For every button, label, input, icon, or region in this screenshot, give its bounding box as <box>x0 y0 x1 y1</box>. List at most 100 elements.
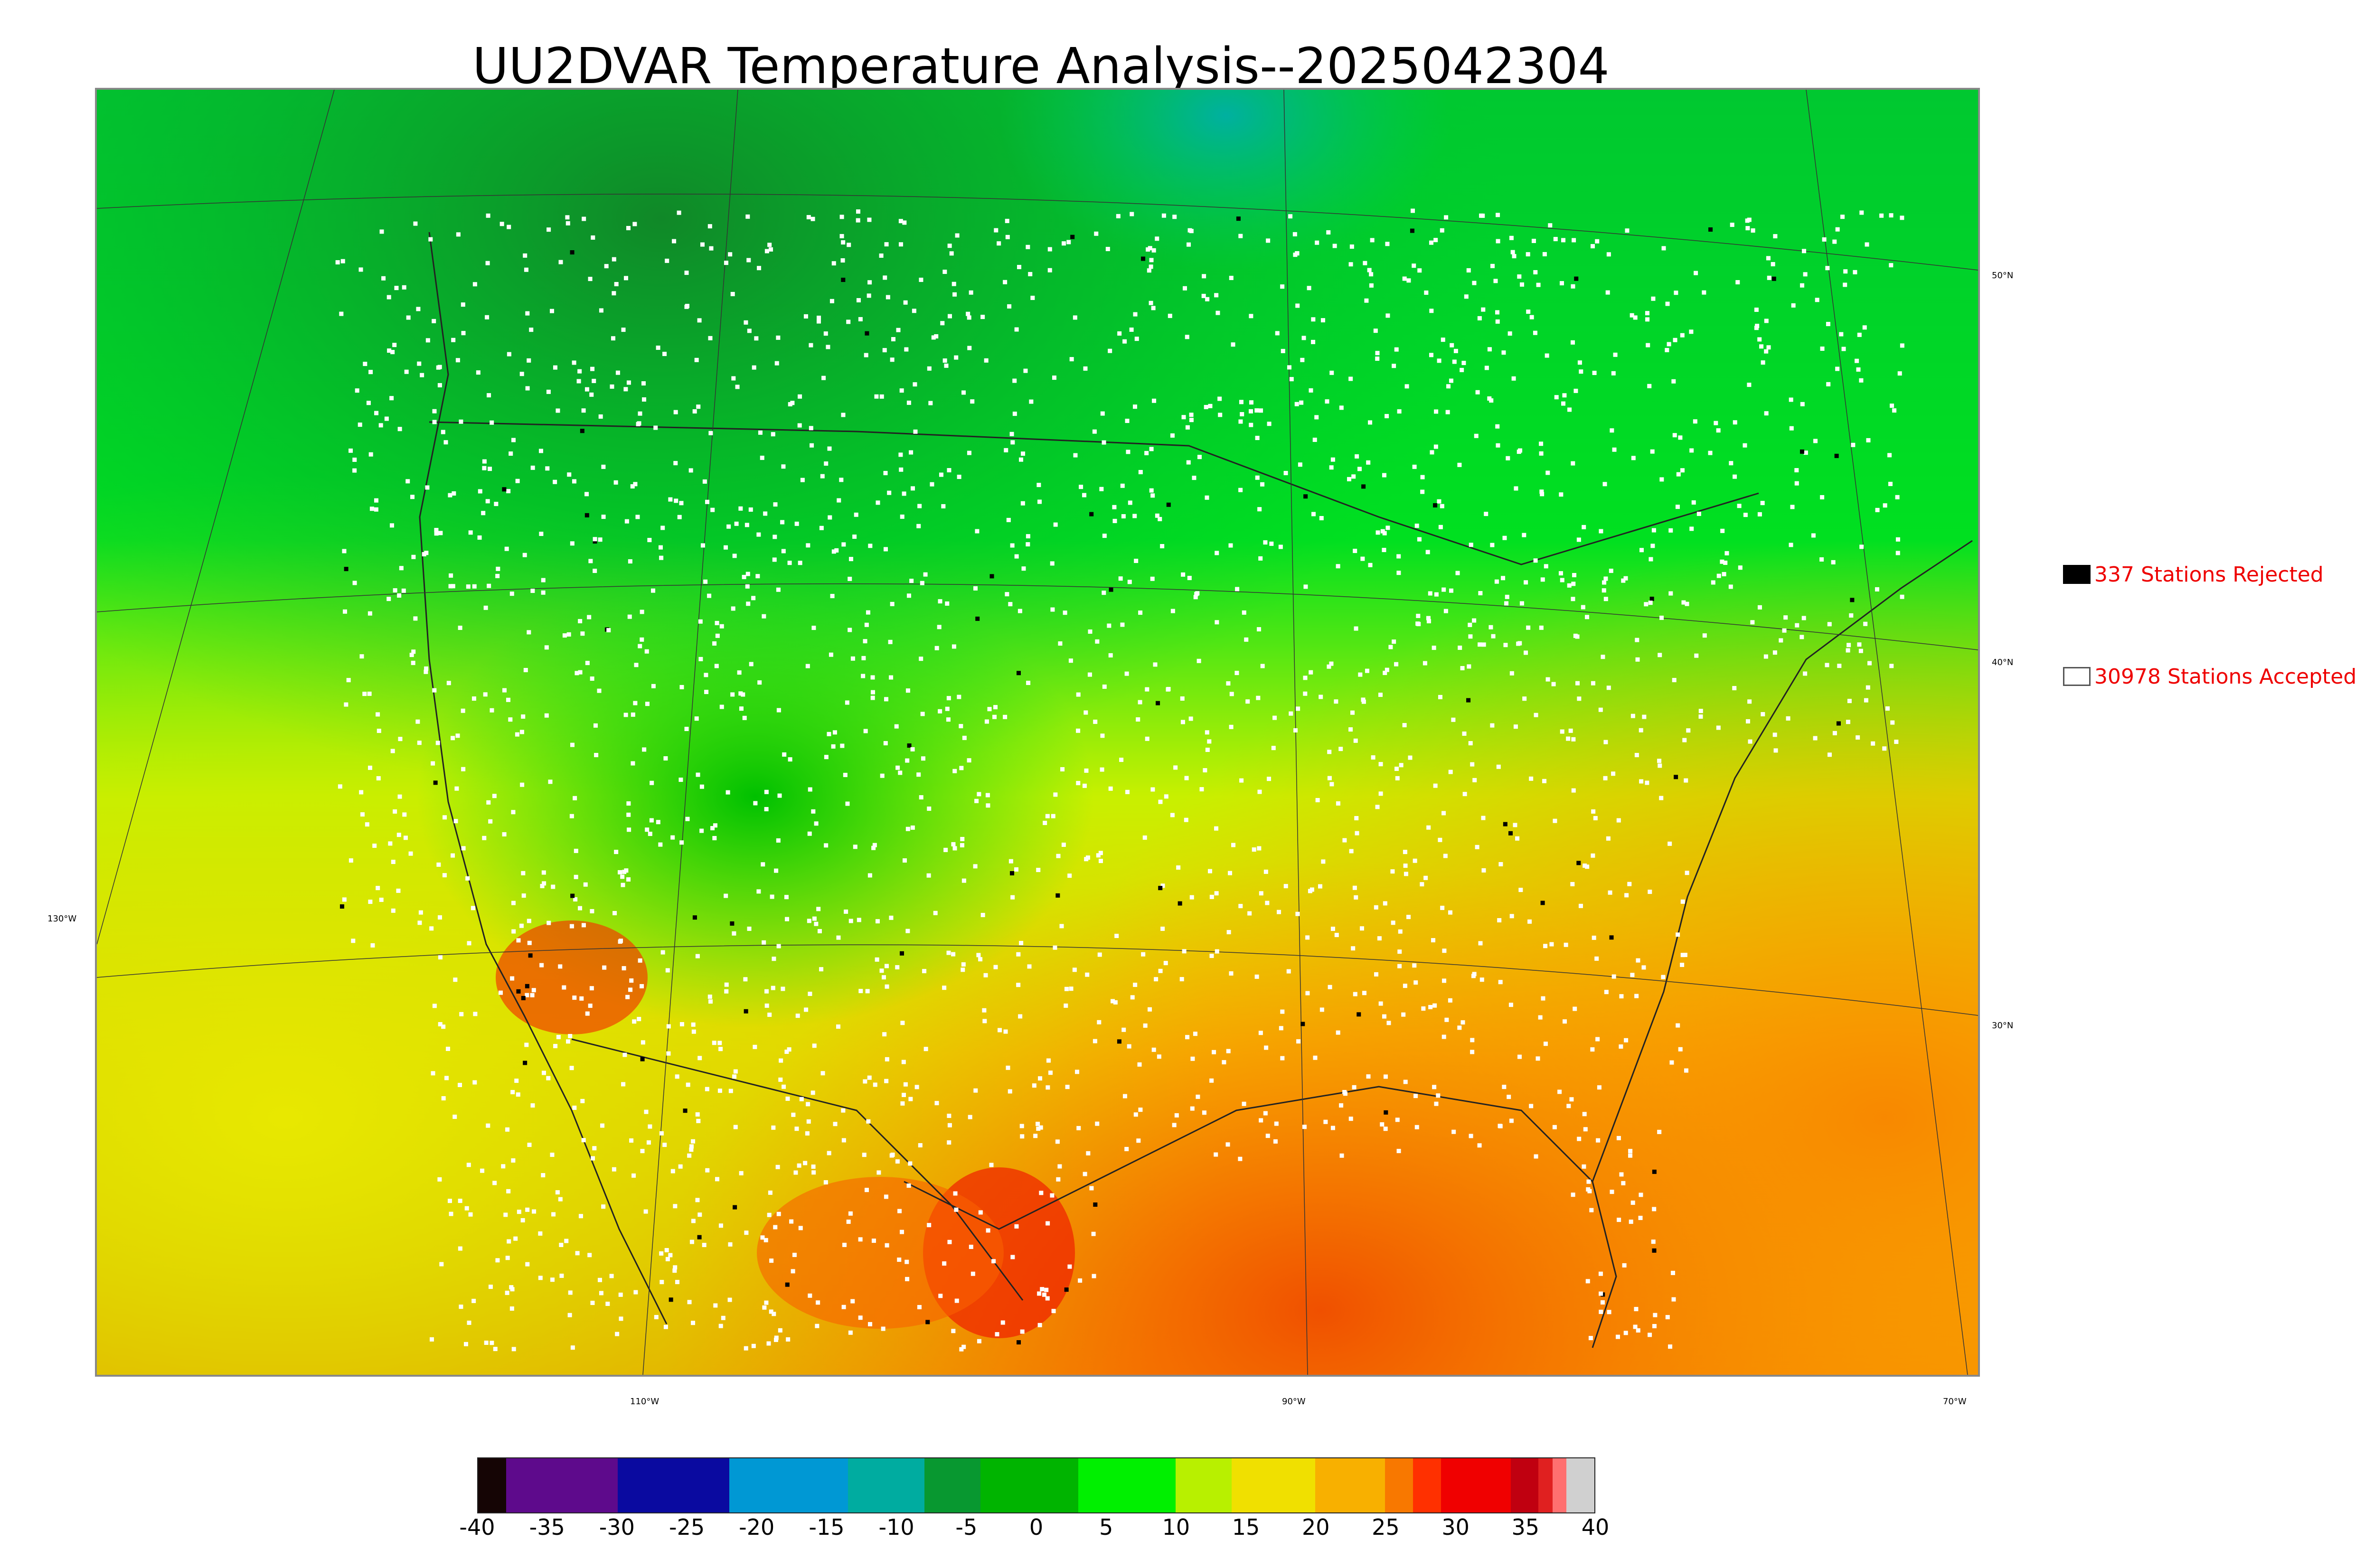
station-marker <box>919 795 923 800</box>
station-marker <box>594 753 599 758</box>
station-marker <box>1130 995 1135 1000</box>
station-marker <box>369 507 374 511</box>
station-marker <box>1766 256 1771 261</box>
station-marker <box>1295 911 1300 916</box>
station-marker <box>624 519 629 524</box>
station-marker <box>1063 610 1067 615</box>
station-marker <box>710 507 715 512</box>
station-marker <box>957 695 961 699</box>
station-marker <box>513 1236 518 1241</box>
station-marker <box>540 883 545 888</box>
station-marker <box>1053 522 1058 527</box>
station-marker <box>673 461 678 466</box>
station-marker <box>483 692 488 697</box>
station-marker <box>507 1239 511 1244</box>
station-marker <box>1444 215 1449 220</box>
station-marker <box>644 649 649 654</box>
station-marker <box>1273 1139 1278 1144</box>
station-marker <box>743 977 748 982</box>
station-marker <box>841 277 846 282</box>
station-marker <box>1363 261 1367 265</box>
station-marker <box>587 1253 592 1258</box>
station-marker <box>1631 456 1636 460</box>
station-marker <box>589 392 594 397</box>
station-marker <box>588 1004 593 1008</box>
station-marker <box>448 584 453 589</box>
station-marker <box>1288 214 1293 219</box>
station-marker <box>511 901 516 905</box>
station-marker <box>650 780 654 785</box>
station-marker <box>527 940 532 945</box>
station-marker <box>1281 348 1285 353</box>
station-marker <box>1330 927 1335 931</box>
station-marker <box>493 1347 498 1352</box>
station-marker <box>453 977 458 982</box>
station-marker <box>1484 512 1488 516</box>
station-marker <box>1403 984 1407 988</box>
station-marker <box>1634 994 1639 998</box>
station-marker <box>597 688 602 693</box>
station-marker <box>1452 359 1457 364</box>
station-marker <box>472 584 477 589</box>
station-marker <box>1327 664 1331 669</box>
lat-label-30: 30°N <box>1992 1021 2014 1031</box>
station-marker <box>1085 972 1090 977</box>
station-marker <box>1526 252 1530 257</box>
station-marker <box>884 697 888 702</box>
station-marker <box>1484 366 1489 370</box>
station-marker <box>1634 753 1639 758</box>
station-marker <box>858 317 863 321</box>
station-marker <box>1577 696 1582 701</box>
station-marker <box>1084 857 1089 862</box>
station-marker <box>679 685 684 689</box>
station-marker <box>906 1183 911 1188</box>
station-marker <box>388 841 393 846</box>
station-marker <box>942 270 947 274</box>
station-marker <box>1649 596 1654 601</box>
station-marker <box>1668 1344 1673 1349</box>
station-marker <box>861 656 866 660</box>
station-marker <box>1382 531 1387 535</box>
station-marker <box>823 331 828 336</box>
station-marker <box>553 1044 558 1049</box>
station-marker <box>437 1177 442 1182</box>
station-marker <box>925 1320 930 1324</box>
station-marker <box>668 497 673 502</box>
station-marker <box>763 1238 768 1242</box>
temperature-map[interactable] <box>95 88 1980 1377</box>
station-marker <box>1578 903 1583 908</box>
station-marker <box>1021 566 1026 571</box>
station-marker <box>973 586 978 591</box>
station-marker <box>1674 291 1678 295</box>
station-marker <box>1032 1083 1036 1088</box>
station-marker <box>428 237 433 242</box>
station-marker <box>415 719 420 724</box>
station-marker <box>927 1223 932 1228</box>
station-marker <box>349 448 353 453</box>
station-marker <box>1342 1090 1347 1095</box>
station-marker <box>764 1300 769 1305</box>
station-marker <box>1567 407 1572 412</box>
station-marker <box>820 474 825 479</box>
coastline-gulf <box>904 1086 1617 1348</box>
station-marker <box>1619 1044 1623 1049</box>
station-marker <box>1149 300 1153 305</box>
station-marker <box>1889 213 1894 218</box>
station-marker <box>1591 809 1596 814</box>
station-marker <box>1611 974 1616 979</box>
station-marker <box>1158 516 1162 521</box>
station-marker <box>510 1090 515 1095</box>
station-marker <box>1231 843 1236 847</box>
station-marker <box>1266 238 1271 243</box>
station-marker <box>1392 364 1396 368</box>
station-marker <box>1382 473 1386 478</box>
station-marker <box>1652 1324 1657 1329</box>
station-marker <box>879 968 884 973</box>
station-marker <box>827 446 832 451</box>
station-marker <box>697 1235 702 1239</box>
station-marker <box>578 670 583 675</box>
station-marker <box>746 601 751 606</box>
station-marker <box>1271 746 1276 751</box>
station-marker <box>1716 725 1721 730</box>
station-marker <box>1468 634 1473 639</box>
